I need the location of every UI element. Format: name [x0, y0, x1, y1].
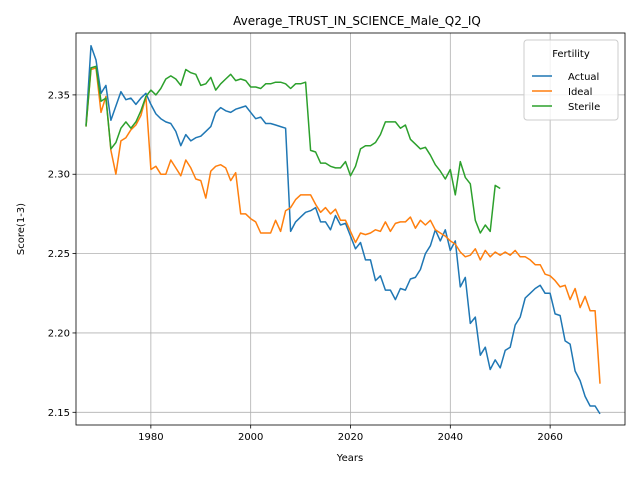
x-tick-label: 2040 — [438, 432, 463, 443]
legend-label-ideal: Ideal — [568, 87, 592, 98]
y-tick-label: 2.35 — [48, 90, 70, 101]
series-line-actual — [85, 44, 601, 415]
series-line-sterile — [85, 65, 501, 234]
chart-title: Average_TRUST_IN_SCIENCE_Male_Q2_IQ — [233, 14, 481, 28]
legend-box — [523, 39, 619, 121]
x-axis-ticks: 1980 2000 2020 2040 2060 — [138, 425, 563, 443]
y-tick-label: 2.20 — [48, 328, 70, 339]
x-tick-label: 2060 — [537, 432, 562, 443]
legend: Fertility Actual Ideal Sterile — [523, 39, 619, 121]
y-tick-label: 2.25 — [48, 249, 70, 260]
x-axis-label: Years — [336, 453, 363, 464]
y-tick-label: 2.30 — [48, 170, 70, 181]
legend-label-sterile: Sterile — [568, 102, 600, 113]
x-tick-label: 2000 — [238, 432, 263, 443]
x-tick-label: 2020 — [338, 432, 363, 443]
series-lines — [85, 44, 601, 415]
legend-title: Fertility — [552, 49, 590, 60]
series-line-ideal — [85, 67, 601, 384]
y-tick-label: 2.15 — [48, 408, 70, 419]
x-tick-label: 1980 — [138, 432, 163, 443]
y-axis-ticks: 2.15 2.20 2.25 2.30 2.35 — [48, 90, 76, 419]
legend-label-actual: Actual — [568, 72, 599, 83]
y-axis-label: Score(1-3) — [16, 203, 27, 255]
